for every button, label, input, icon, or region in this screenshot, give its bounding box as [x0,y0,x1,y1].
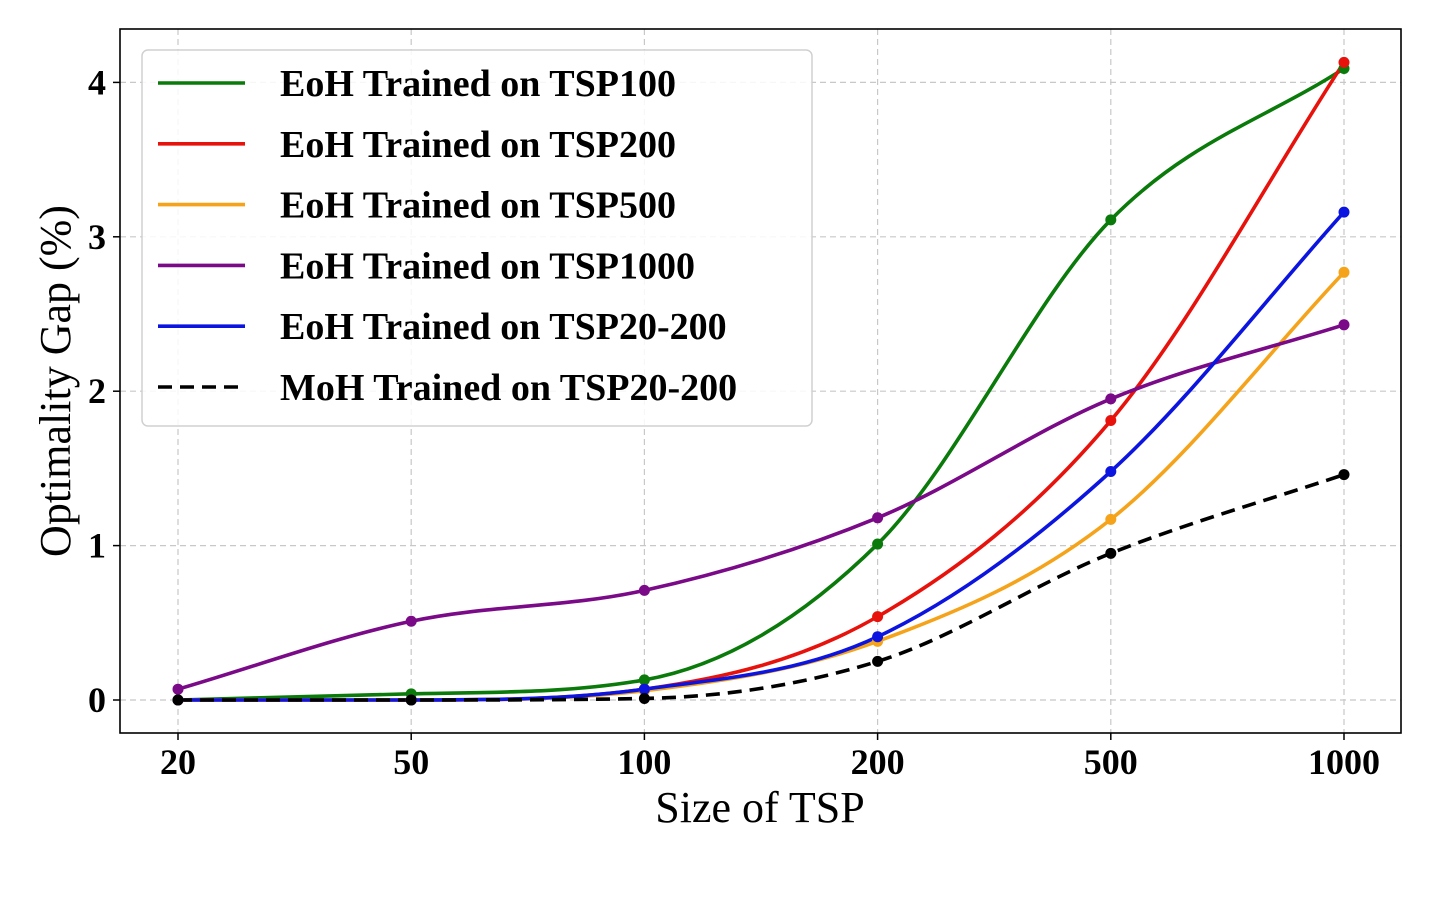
data-point [405,694,417,706]
x-tick-label: 500 [1084,742,1138,782]
data-point [1105,547,1117,559]
y-tick-label: 3 [88,217,106,257]
data-point [1338,56,1350,68]
x-tick-label: 1000 [1308,742,1380,782]
data-point [872,611,884,623]
data-point [638,584,650,596]
legend-label: EoH Trained on TSP100 [280,63,676,105]
legend-label: EoH Trained on TSP200 [280,124,676,166]
y-tick-label: 2 [88,371,106,411]
data-point [1105,393,1117,405]
series-lines [177,61,1346,702]
data-point [872,631,884,643]
data-point [1338,469,1350,481]
data-point [1105,513,1117,525]
data-point [638,692,650,704]
x-tick-label: 50 [393,742,429,782]
series-points [172,56,1350,706]
y-tick-label: 4 [88,62,106,102]
series-line-5 [178,472,1345,702]
series-line-0 [177,66,1345,702]
data-point [1338,266,1350,278]
x-tick-label: 200 [851,742,905,782]
data-point [1338,206,1350,218]
data-point [172,683,184,695]
x-axis-label: Size of TSP [655,783,864,832]
data-point [872,655,884,667]
data-point [638,683,650,695]
legend: EoH Trained on TSP100 EoH Trained on TSP2… [141,49,813,427]
legend-box [141,49,813,427]
legend-label: MoH Trained on TSP20-200 [280,367,737,409]
y-axis-label: Optimality Gap (%) [31,205,80,557]
y-tick-label: 0 [88,680,106,720]
data-point [638,674,650,686]
x-tick-label: 100 [617,742,671,782]
plot-frame [119,28,1402,734]
series-line-4 [178,210,1346,702]
legend-label: EoH Trained on TSP1000 [280,245,695,287]
data-point [1338,319,1350,331]
data-point [405,615,417,627]
y-tick-labels: 0 1 2 3 4 [88,62,120,720]
x-tick-label: 20 [160,742,196,782]
series-line-3 [177,323,1345,691]
x-tick-labels: 20 50 100 200 500 1000 [160,733,1380,782]
data-point [1105,214,1117,226]
legend-label: EoH Trained on TSP20-200 [280,306,727,348]
data-point [172,694,184,706]
data-point [1105,465,1117,477]
data-point [872,538,884,550]
data-point [1105,415,1117,427]
legend-label: EoH Trained on TSP500 [280,185,676,227]
data-point [872,512,884,524]
y-tick-label: 1 [88,526,106,566]
